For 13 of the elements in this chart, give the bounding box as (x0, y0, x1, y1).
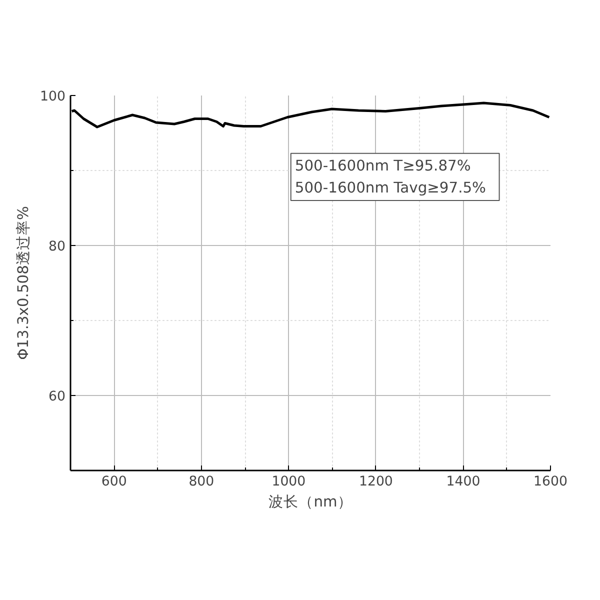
x-axis-title: 波长（nm） (268, 494, 352, 510)
x-tick-label: 1600 (534, 474, 568, 490)
y-tick-label: 80 (48, 240, 66, 254)
x-tick-label: 1000 (272, 474, 306, 490)
y-tick-label: 60 (48, 390, 66, 404)
annotation: 500-1600nm Tavg≥97.5% (294, 180, 486, 196)
annotation: 500-1600nm T≥95.87% (294, 157, 471, 174)
y-tick-label: 100 (40, 90, 66, 104)
x-tick-label: 600 (101, 474, 127, 490)
x-tick-label: 800 (188, 474, 214, 490)
y-axis-title: Φ13.3x0.508透过率% (15, 206, 32, 360)
x-tick-label: 1400 (446, 474, 480, 490)
x-tick-label: 1200 (358, 474, 393, 490)
